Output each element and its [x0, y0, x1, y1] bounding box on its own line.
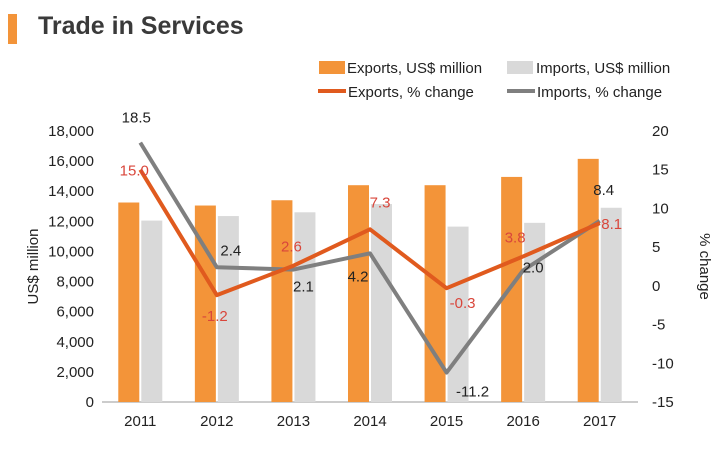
x-tick-label: 2016	[506, 413, 539, 430]
x-tick-label: 2014	[353, 413, 386, 430]
exports-change-data-label: 7.3	[370, 194, 391, 211]
y-left-tick-label: 10,000	[48, 243, 94, 260]
imports-bar	[600, 207, 622, 402]
data-labels-layer: 15.0 -1.2 2.6 7.3 -0.3 3.8 8.1 18.5 2.4 2.1 4.2 -11…	[120, 110, 622, 401]
y-left-tick-label: 6,000	[56, 304, 94, 321]
x-tick-label: 2011	[124, 413, 156, 430]
y-right-tick-label: -5	[652, 317, 665, 334]
y-left-tick-label: 4,000	[56, 334, 94, 351]
imports-change-data-label: 2.1	[293, 279, 314, 296]
exports-change-data-label: -1.2	[202, 308, 228, 325]
legend: Exports, US$ million Imports, US$ million…	[318, 60, 670, 101]
x-tick-label: 2013	[277, 413, 310, 430]
legend-exports-line-label: Exports, % change	[348, 84, 474, 101]
exports-bar	[348, 185, 369, 402]
imports-change-line	[138, 141, 601, 375]
exports-change-data-label: -0.3	[450, 295, 476, 312]
exports-change-line	[138, 168, 601, 298]
imports-change-data-label: 4.2	[348, 268, 369, 285]
y-left-axis-title: US$ million	[25, 229, 42, 305]
exports-change-data-label: 2.6	[281, 239, 302, 256]
imports-bar	[447, 226, 469, 402]
exports-change-data-label: 3.8	[505, 229, 526, 246]
y-left-tick-label: 0	[86, 394, 94, 411]
legend-exports-bar-label: Exports, US$ million	[347, 60, 482, 77]
exports-bar	[118, 202, 140, 402]
y-right-tick-label: -15	[652, 394, 674, 411]
y-right-tick-label: 20	[652, 123, 669, 140]
imports-change-data-label: 2.0	[523, 259, 544, 276]
page-title: Trade in Services	[38, 12, 244, 40]
legend-imports-line-label: Imports, % change	[537, 84, 662, 101]
y-right-tick-label: -10	[652, 355, 674, 372]
legend-exports-bar-swatch	[319, 61, 345, 74]
exports-change-data-label: 15.0	[120, 163, 149, 180]
exports-bar	[501, 176, 523, 402]
y-left-tick-label: 8,000	[56, 274, 94, 291]
y-right-tick-label: 0	[652, 278, 660, 295]
imports-change-data-label: 18.5	[122, 110, 151, 127]
exports-change-data-label: 8.1	[601, 216, 622, 233]
y-left-tick-label: 16,000	[48, 153, 94, 170]
legend-imports-bar-label: Imports, US$ million	[536, 60, 670, 77]
y-left-tick-label: 2,000	[56, 364, 94, 381]
imports-bar	[141, 220, 163, 402]
x-tick-label: 2017	[583, 413, 616, 430]
y-left-tick-label: 14,000	[48, 183, 94, 200]
imports-bar	[371, 204, 392, 402]
exports-bar	[577, 158, 599, 402]
exports-bar	[271, 200, 293, 402]
imports-change-data-label: 2.4	[220, 242, 241, 259]
y-left-tick-label: 12,000	[48, 213, 94, 230]
axes-layer: 0 2,000 4,000 6,000 8,000 10,000 12,000 14,000 1…	[25, 123, 713, 430]
title-accent-bar	[8, 14, 17, 44]
y-right-tick-label: 5	[652, 239, 660, 256]
imports-change-data-label: -11.2	[456, 384, 489, 401]
y-right-axis-title: % change	[696, 233, 713, 300]
imports-change-data-label: 8.4	[593, 182, 614, 199]
y-left-tick-label: 18,000	[48, 123, 94, 140]
y-right-tick-label: 15	[652, 162, 669, 179]
y-right-tick-label: 10	[652, 200, 669, 217]
x-tick-label: 2012	[200, 413, 233, 430]
x-tick-label: 2015	[430, 413, 463, 430]
imports-bar	[217, 216, 239, 402]
lines-layer	[138, 141, 601, 375]
legend-imports-bar-swatch	[507, 61, 533, 74]
